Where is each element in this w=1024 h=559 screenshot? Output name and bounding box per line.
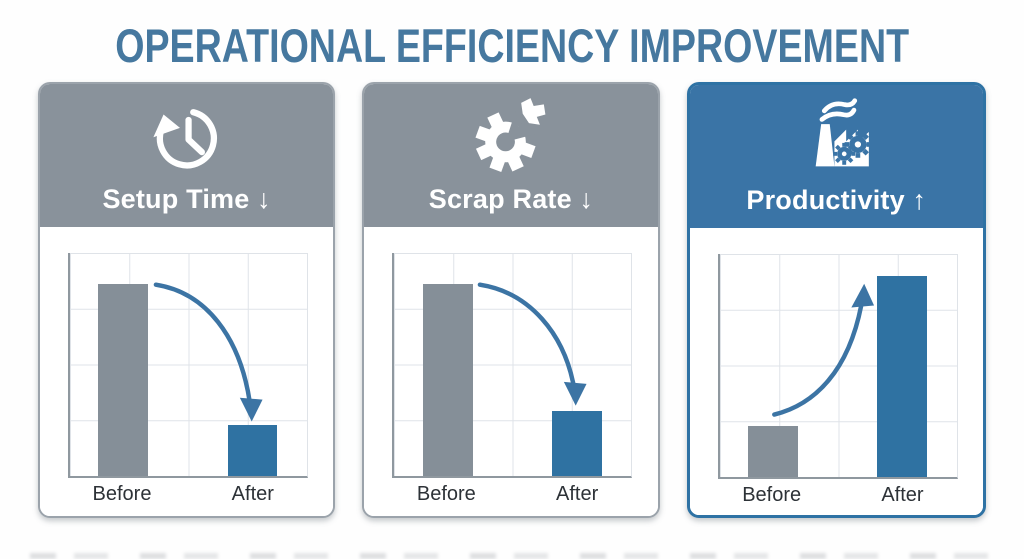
- x-axis-labels: Before After: [68, 483, 308, 509]
- bar-before: [422, 284, 473, 476]
- card-header-scrap-rate: Scrap Rate ↓: [364, 84, 658, 227]
- cropped-text-artifact: [30, 553, 1004, 559]
- bar-before: [98, 284, 149, 476]
- card-header-setup-time: Setup Time ↓: [40, 84, 334, 227]
- x-axis-labels: Before After: [718, 484, 958, 510]
- bar-after: [877, 276, 928, 477]
- history-clock-icon: [144, 94, 230, 182]
- factory-icon: [790, 95, 882, 183]
- card-title: Setup Time ↓: [102, 184, 271, 214]
- broken-gear-icon: [468, 94, 554, 182]
- bar-after: [551, 411, 602, 476]
- trend-arrow-up-icon: [771, 283, 874, 417]
- chart-scrap-rate: Before After: [364, 227, 658, 516]
- trend-arrow-down-icon: [478, 282, 587, 406]
- x-axis-labels: Before After: [392, 483, 632, 509]
- x-label-after: After: [556, 483, 599, 505]
- trend-arrow-down-icon: [153, 282, 263, 422]
- bar-after: [227, 424, 278, 476]
- card-title: Scrap Rate ↓: [428, 184, 594, 214]
- card-header-productivity: Productivity ↑: [689, 85, 983, 228]
- plot-area: [68, 253, 308, 478]
- x-label-after: After: [881, 484, 924, 506]
- plot-area: [717, 254, 958, 479]
- x-label-before: Before: [92, 483, 152, 505]
- bar-before: [748, 425, 798, 477]
- metric-cards-row: Setup Time ↓ Before After: [38, 82, 986, 518]
- card-productivity: Productivity ↑ Before After: [686, 82, 986, 518]
- x-label-after: After: [231, 483, 274, 505]
- card-setup-time: Setup Time ↓ Before After: [38, 82, 336, 518]
- page-title-text: OPERATIONAL EFFICIENCY IMPROVEMENT: [115, 19, 909, 72]
- x-label-before: Before: [416, 483, 476, 505]
- card-title: Productivity ↑: [746, 185, 927, 215]
- plot-area: [392, 253, 633, 478]
- chart-setup-time: Before After: [40, 227, 334, 516]
- card-scrap-rate: Scrap Rate ↓ Before After: [362, 82, 660, 518]
- page-title: OPERATIONAL EFFICIENCY IMPROVEMENT: [0, 18, 1024, 73]
- x-label-before: Before: [742, 484, 802, 506]
- chart-productivity: Before After: [689, 228, 983, 515]
